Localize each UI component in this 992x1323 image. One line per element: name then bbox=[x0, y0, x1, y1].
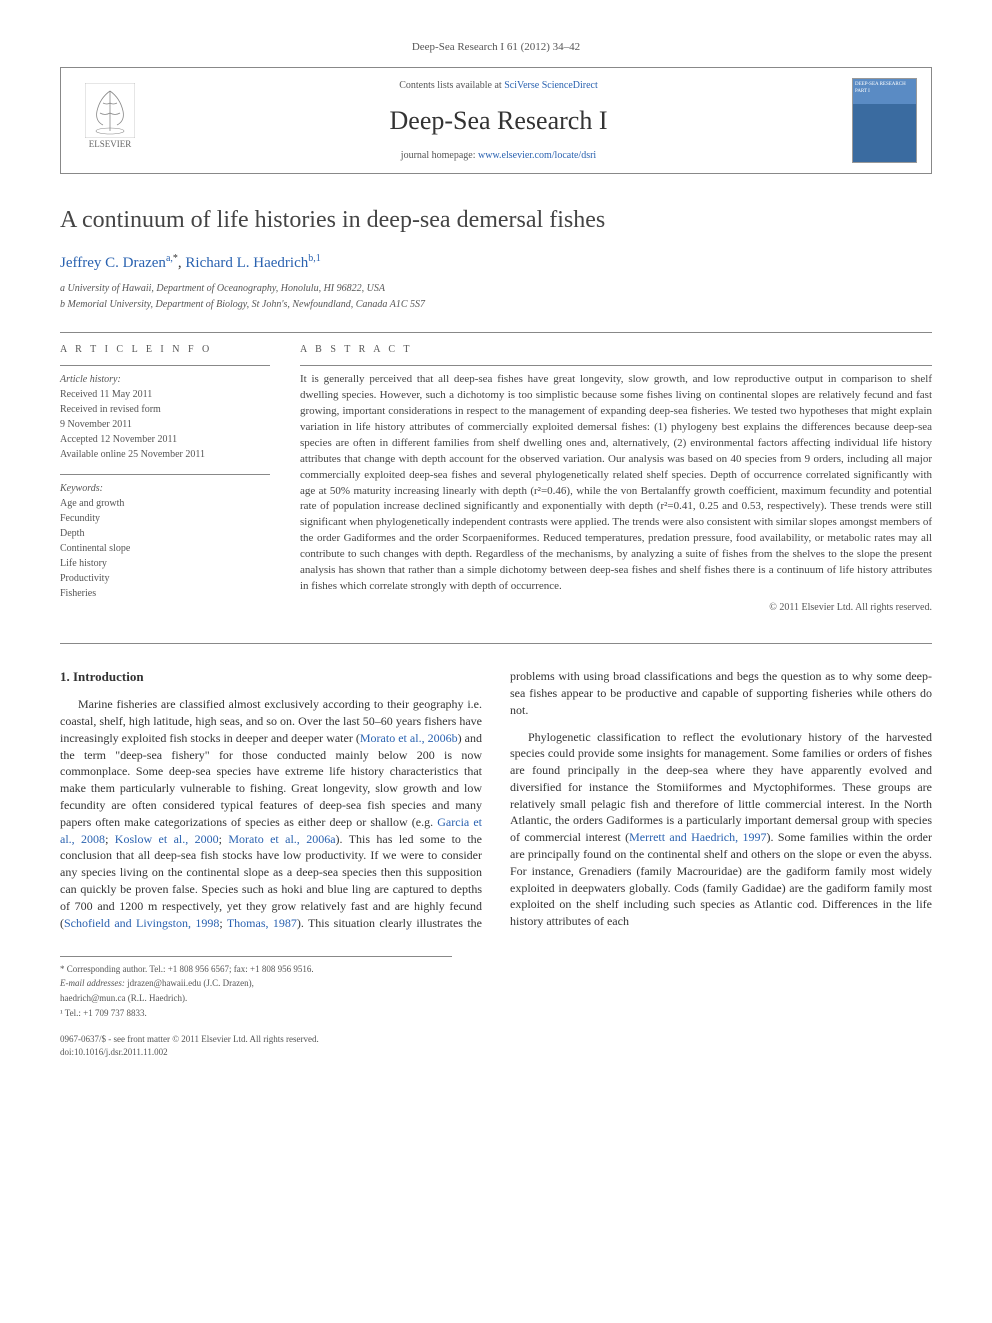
authors: Jeffrey C. Drazena,*, Richard L. Haedric… bbox=[60, 252, 932, 274]
keyword: Productivity bbox=[60, 573, 109, 584]
cover-label: DEEP-SEA RESEARCH PART I bbox=[855, 81, 914, 95]
homepage-line: journal homepage: www.elsevier.com/locat… bbox=[145, 149, 852, 163]
abstract-body: It is generally perceived that all deep-… bbox=[300, 372, 932, 595]
email: jdrazen@hawaii.edu (J.C. Drazen), bbox=[127, 978, 254, 988]
footnotes: * Corresponding author. Tel.: +1 808 956… bbox=[60, 956, 452, 1019]
article-info-head: A R T I C L E I N F O bbox=[60, 343, 270, 357]
text-run: Phylogenetic classification to reflect t… bbox=[510, 730, 932, 845]
paragraph: Phylogenetic classification to reflect t… bbox=[510, 729, 932, 931]
history-item: Received 11 May 2011 bbox=[60, 389, 152, 400]
keyword: Fisheries bbox=[60, 588, 96, 599]
keyword: Depth bbox=[60, 528, 84, 539]
email-addresses: E-mail addresses: jdrazen@hawaii.edu (J.… bbox=[60, 977, 452, 990]
text-run: ). Some families within the order are pr… bbox=[510, 830, 932, 928]
keyword: Age and growth bbox=[60, 498, 124, 509]
affiliations: a University of Hawaii, Department of Oc… bbox=[60, 282, 932, 312]
article-info: A R T I C L E I N F O Article history: R… bbox=[60, 343, 270, 615]
journal-cover-thumbnail: DEEP-SEA RESEARCH PART I bbox=[852, 78, 917, 163]
body-columns: 1. Introduction Marine fisheries are cla… bbox=[60, 668, 932, 936]
footer: 0967-0637/$ - see front matter © 2011 El… bbox=[60, 1033, 932, 1058]
text-run: ; bbox=[219, 832, 229, 846]
history-label: Article history: bbox=[60, 374, 121, 385]
journal-header: ELSEVIER Contents lists available at Sci… bbox=[60, 67, 932, 174]
divider bbox=[60, 332, 932, 333]
history-item: 9 November 2011 bbox=[60, 419, 132, 430]
publisher-name: ELSEVIER bbox=[89, 138, 132, 151]
affiliation-b: b Memorial University, Department of Bio… bbox=[60, 298, 932, 312]
header-center: Contents lists available at SciVerse Sci… bbox=[145, 79, 852, 163]
author-link-1[interactable]: Jeffrey C. Drazen bbox=[60, 255, 166, 271]
history-item: Available online 25 November 2011 bbox=[60, 449, 205, 460]
corr-mark: * bbox=[173, 253, 178, 264]
email-label: E-mail addresses: bbox=[60, 978, 127, 988]
history-item: Accepted 12 November 2011 bbox=[60, 434, 177, 445]
journal-name: Deep-Sea Research I bbox=[145, 103, 852, 139]
text-run: ; bbox=[105, 832, 115, 846]
citation-link[interactable]: Schofield and Livingston, 1998 bbox=[64, 916, 219, 930]
text-run: ) and the term "deep-sea fishery" for th… bbox=[60, 731, 482, 829]
author-aff-2[interactable]: b,1 bbox=[308, 253, 321, 264]
elsevier-tree-icon bbox=[85, 83, 135, 138]
homepage-prefix: journal homepage: bbox=[401, 150, 478, 161]
homepage-link[interactable]: www.elsevier.com/locate/dsri bbox=[478, 150, 596, 161]
text-run: ; bbox=[219, 916, 226, 930]
keywords: Keywords: Age and growth Fecundity Depth… bbox=[60, 481, 270, 601]
author-aff-1[interactable]: a, bbox=[166, 253, 173, 264]
journal-reference: Deep-Sea Research I 61 (2012) 34–42 bbox=[60, 40, 932, 55]
info-abstract-row: A R T I C L E I N F O Article history: R… bbox=[60, 343, 932, 615]
divider bbox=[60, 474, 270, 475]
keywords-label: Keywords: bbox=[60, 483, 103, 494]
abstract-copyright: © 2011 Elsevier Ltd. All rights reserved… bbox=[300, 601, 932, 615]
citation-link[interactable]: Merrett and Haedrich, 1997 bbox=[629, 830, 766, 844]
keyword: Continental slope bbox=[60, 543, 130, 554]
section-heading: 1. Introduction bbox=[60, 668, 482, 686]
author-link-2[interactable]: Richard L. Haedrich bbox=[185, 255, 308, 271]
citation-link[interactable]: Morato et al., 2006b bbox=[360, 731, 458, 745]
sciencedirect-link[interactable]: SciVerse ScienceDirect bbox=[504, 80, 598, 91]
article-history: Article history: Received 11 May 2011 Re… bbox=[60, 372, 270, 462]
citation-link[interactable]: Koslow et al., 2000 bbox=[115, 832, 219, 846]
history-item: Received in revised form bbox=[60, 404, 161, 415]
divider bbox=[60, 643, 932, 644]
abstract: A B S T R A C T It is generally perceive… bbox=[300, 343, 932, 615]
contents-prefix: Contents lists available at bbox=[399, 80, 504, 91]
contents-line: Contents lists available at SciVerse Sci… bbox=[145, 79, 852, 93]
footnote-tel: ¹ Tel.: +1 709 737 8833. bbox=[60, 1007, 452, 1020]
article-title: A continuum of life histories in deep-se… bbox=[60, 204, 932, 238]
email: haedrich@mun.ca (R.L. Haedrich). bbox=[60, 992, 452, 1005]
citation-link[interactable]: Morato et al., 2006a bbox=[228, 832, 335, 846]
page: Deep-Sea Research I 61 (2012) 34–42 ELSE… bbox=[0, 0, 992, 1098]
abstract-head: A B S T R A C T bbox=[300, 343, 932, 357]
footer-copyright: 0967-0637/$ - see front matter © 2011 El… bbox=[60, 1033, 932, 1046]
footer-doi: doi:10.1016/j.dsr.2011.11.002 bbox=[60, 1046, 932, 1059]
affiliation-a: a University of Hawaii, Department of Oc… bbox=[60, 282, 932, 296]
corresponding-author: * Corresponding author. Tel.: +1 808 956… bbox=[60, 963, 452, 976]
divider bbox=[300, 365, 932, 366]
elsevier-logo: ELSEVIER bbox=[75, 83, 145, 158]
section-number: 1. bbox=[60, 669, 70, 684]
keyword: Life history bbox=[60, 558, 107, 569]
keyword: Fecundity bbox=[60, 513, 100, 524]
citation-link[interactable]: Thomas, 1987 bbox=[227, 916, 297, 930]
divider bbox=[60, 365, 270, 366]
section-title: Introduction bbox=[73, 669, 144, 684]
